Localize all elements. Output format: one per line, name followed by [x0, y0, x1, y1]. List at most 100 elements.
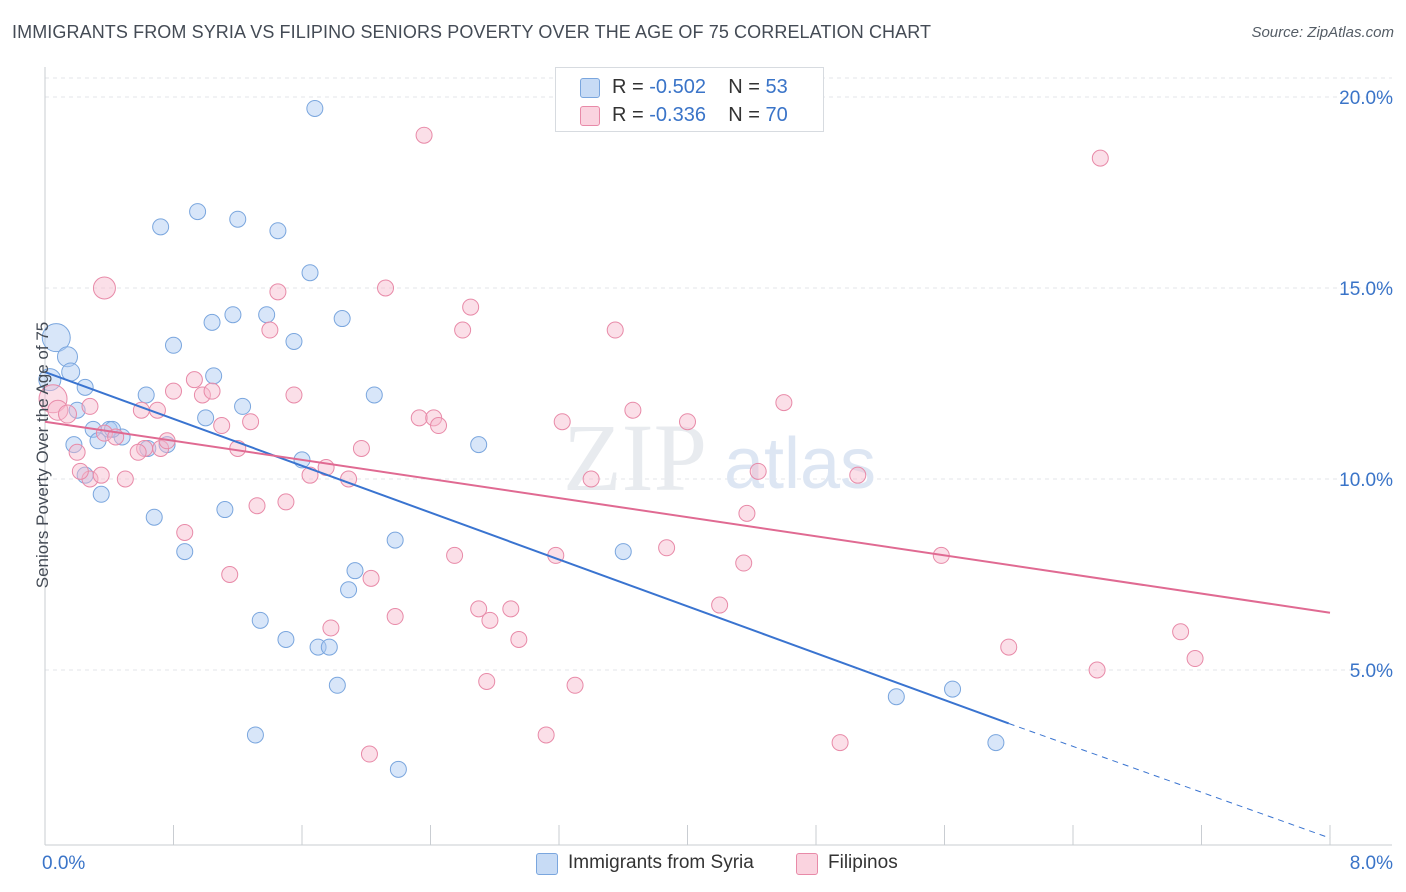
filipino-point [454, 321, 472, 339]
filipino-point [165, 382, 182, 400]
filipino-point [582, 470, 600, 488]
y-tick-label: 10.0% [1339, 470, 1393, 491]
x-tick-label: 8.0% [1350, 853, 1393, 874]
syria-point [176, 543, 194, 561]
syria-point [470, 436, 488, 454]
filipino-point [566, 676, 584, 694]
filipino-point [242, 413, 260, 431]
syria-point [333, 310, 351, 328]
filipino-point [624, 401, 642, 419]
syria-point [301, 264, 319, 282]
syria-point [205, 367, 223, 385]
syria-point [277, 630, 295, 648]
filipino-point [537, 726, 555, 744]
filipino-point [410, 409, 428, 427]
legend-n-value: 70 [765, 104, 788, 126]
bottom-legend-label-filipinos: Filipinos [828, 852, 898, 873]
syria-point [92, 485, 110, 503]
syria-point [614, 543, 632, 561]
tick-labels: 5.0% 10.0% 15.0% 20.0% 0.0% 8.0% [42, 88, 1393, 874]
filipino-point [510, 630, 528, 648]
legend-r-value: -0.336 [649, 104, 706, 126]
filipino-point [221, 566, 239, 583]
syria-point [68, 401, 86, 419]
axes [44, 67, 1392, 846]
legend-row-filipinos: R = -0.336 N = 70 [556, 102, 823, 130]
syria-point [145, 508, 163, 526]
syria-point [251, 611, 269, 629]
filipino-point [446, 546, 464, 564]
filipino-point [1091, 149, 1109, 167]
filipino-point [203, 382, 221, 400]
legend-r-label: R = [612, 76, 650, 98]
filipino-point [1172, 623, 1190, 641]
filipino-point [386, 608, 404, 626]
filipino-point [470, 600, 488, 618]
bottom-legend-swatch-filipinos [796, 853, 818, 875]
syria-point [224, 306, 242, 324]
filipino-point [831, 734, 849, 752]
legend-n-label: N = [728, 76, 766, 98]
y-axis-label: Seniors Poverty Over the Age of 75 [33, 321, 52, 589]
watermark-atlas: atlas [724, 424, 876, 504]
syria-point [229, 210, 247, 228]
filipino-point [213, 417, 231, 435]
filipino-point [430, 417, 448, 435]
bottom-legend-label-syria: Immigrants from Syria [568, 852, 754, 873]
legend-swatch-filipinos [580, 106, 600, 126]
syria-point [887, 688, 905, 706]
filipino-point [38, 384, 68, 414]
filipino-point [269, 283, 287, 301]
filipino-point [711, 596, 729, 614]
filipino-point [285, 386, 303, 404]
syria-point [203, 313, 221, 331]
filipino-point [277, 493, 295, 511]
y-axis-label-wrap: Seniors Poverty Over the Age of 75 [14, 0, 52, 892]
filipino-point [462, 298, 480, 316]
syria-point [137, 386, 155, 404]
filipino-point [481, 611, 499, 629]
syria-point [944, 680, 962, 698]
filipino-point [322, 619, 340, 637]
filipino-point [775, 394, 793, 412]
filipino-point [360, 745, 378, 763]
syria-point [246, 726, 264, 744]
syria-point [197, 409, 215, 427]
filipino-point [129, 443, 147, 461]
syria-point [365, 386, 383, 404]
legend-swatch-syria [580, 78, 600, 98]
correlation-legend: R = -0.502 N = 53 R = -0.336 N = 70 [555, 67, 824, 132]
bottom-legend-swatch-syria [536, 853, 558, 875]
legend-n-value: 53 [765, 76, 788, 98]
watermark: ZIP atlas [563, 404, 876, 511]
syria-point [189, 203, 207, 221]
syria-point [320, 638, 338, 656]
filipino-point [849, 466, 867, 484]
syria-point [165, 336, 182, 354]
filipino-point [352, 439, 370, 457]
syria-point [386, 531, 404, 549]
syria-point [306, 99, 324, 117]
filipino-point [415, 126, 433, 144]
filipino-point [658, 539, 676, 557]
x-tick-label: 0.0% [42, 853, 85, 874]
filipino-point [502, 600, 520, 618]
filipino-point [81, 397, 99, 415]
syria-point [340, 581, 358, 599]
filipino-point [57, 404, 77, 424]
syria-point [152, 218, 170, 236]
filipino-point [749, 462, 767, 480]
syria-point [285, 332, 303, 350]
syria-point [56, 346, 78, 368]
filipino-point [1186, 650, 1204, 668]
filipino-point [478, 672, 496, 690]
filipino-point [68, 443, 86, 461]
filipino-point [185, 371, 203, 389]
y-tick-label: 15.0% [1339, 279, 1393, 300]
watermark-zip: ZIP [563, 404, 707, 511]
filipino-point [377, 279, 395, 297]
filipino-point [553, 413, 571, 431]
legend-r-value: -0.502 [649, 76, 706, 98]
gridlines [45, 77, 1392, 671]
